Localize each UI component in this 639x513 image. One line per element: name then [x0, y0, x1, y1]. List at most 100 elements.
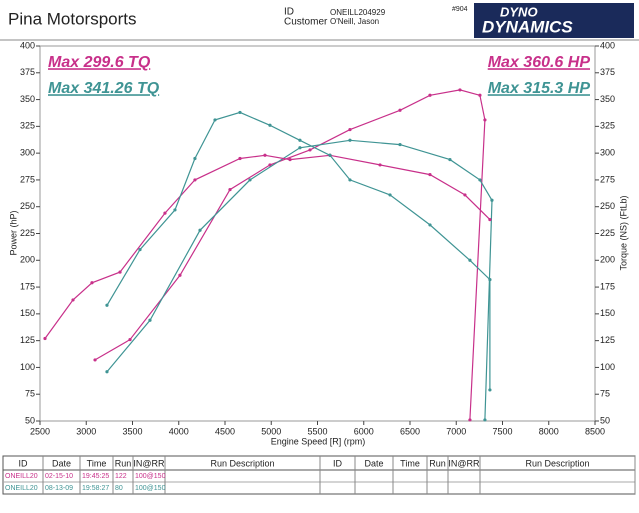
curve-point — [308, 148, 312, 152]
max-annotation: Max 341.26 TQ — [48, 80, 160, 97]
curve-point — [298, 146, 302, 150]
curve-point — [71, 298, 75, 302]
curve-point — [90, 281, 94, 285]
curve-point — [428, 223, 432, 227]
table-header: Date — [52, 458, 71, 468]
curve-point — [105, 370, 109, 374]
x-tick-label: 7500 — [492, 426, 512, 436]
y-tick-label: 75 — [25, 389, 35, 399]
y2-tick-label: 350 — [600, 94, 615, 104]
curve-point — [268, 123, 272, 127]
table-header: ID — [19, 458, 29, 468]
table-header: Date — [364, 458, 383, 468]
curve-point — [488, 277, 492, 282]
y-tick-label: 125 — [20, 335, 35, 345]
table-header: Run — [429, 458, 446, 468]
table-cell: 122 — [115, 473, 127, 480]
curve-point — [193, 178, 197, 182]
curve-point — [448, 157, 452, 162]
y-tick-label: 300 — [20, 148, 35, 158]
x-tick-label: 2500 — [30, 426, 50, 436]
curve-point — [490, 198, 494, 202]
curve-point — [228, 187, 232, 192]
x-tick-label: 5500 — [307, 426, 327, 436]
y2-tick-label: 325 — [600, 121, 615, 131]
id-label: ID — [284, 7, 294, 18]
y-tick-label: 400 — [20, 40, 35, 50]
curve-point — [398, 142, 402, 147]
table-cell: 02-15-10 — [45, 473, 73, 480]
curve-point — [43, 336, 47, 341]
y-tick-label: 100 — [20, 362, 35, 372]
y2-tick-label: 300 — [600, 148, 615, 158]
table-header: ID — [333, 458, 343, 468]
curve-point — [288, 157, 292, 162]
curve-point — [348, 127, 352, 132]
table-header: Run Description — [210, 458, 274, 468]
curve-point — [488, 388, 492, 392]
y-tick-label: 375 — [20, 67, 35, 77]
curve-point — [398, 108, 402, 112]
x-axis-title: Engine Speed [R] (rpm) — [271, 436, 366, 446]
logo-top: DYNO — [500, 4, 538, 19]
table-cell: 80 — [115, 485, 123, 492]
table-header: IN@RR — [448, 458, 480, 468]
curve-point — [128, 337, 132, 342]
y-tick-label: 325 — [20, 121, 35, 131]
curve-point — [213, 118, 217, 122]
y2-tick-label: 250 — [600, 201, 615, 211]
curve-point — [478, 178, 482, 182]
y-tick-label: 250 — [20, 201, 35, 211]
y-tick-label: 200 — [20, 255, 35, 265]
table-header: Time — [87, 458, 107, 468]
max-annotation: Max 360.6 HP — [488, 54, 591, 71]
x-tick-label: 3500 — [122, 426, 142, 436]
table-cell: 19:45:25 — [82, 473, 109, 480]
curve-point — [468, 418, 472, 422]
curve-point — [378, 163, 382, 167]
id-value: ONEILL204929 — [330, 8, 386, 17]
x-tick-label: 6000 — [354, 426, 374, 436]
sheet-number: #904 — [452, 6, 468, 13]
power-torque-curve — [44, 154, 491, 339]
customer-value: O'Neill, Jason — [330, 17, 379, 26]
curve-point — [248, 178, 252, 182]
x-tick-label: 5000 — [261, 426, 281, 436]
y2-tick-label: 400 — [600, 40, 615, 50]
curve-point — [238, 156, 242, 161]
curve-point — [178, 273, 182, 277]
curve-point — [468, 258, 472, 262]
max-annotation: Max 299.6 TQ — [48, 54, 151, 71]
curve-point — [198, 228, 202, 232]
logo-bottom: DYNAMICS — [482, 17, 573, 36]
x-tick-label: 4000 — [169, 426, 189, 436]
table-cell: 100@150 — [135, 485, 166, 492]
curve-point — [458, 88, 462, 92]
curve-point — [163, 211, 167, 215]
y2-tick-label: 125 — [600, 335, 615, 345]
table-cell: ONEILL20 — [5, 473, 38, 480]
curve-point — [478, 93, 482, 97]
y2-tick-label: 100 — [600, 362, 615, 372]
y2-tick-label: 275 — [600, 174, 615, 184]
y-tick-label: 225 — [20, 228, 35, 238]
curve-point — [463, 193, 467, 197]
curve-point — [298, 138, 302, 142]
x-tick-label: 7000 — [446, 426, 466, 436]
curve-point — [138, 247, 142, 252]
table-cell: 100@150 — [135, 473, 166, 480]
x-tick-label: 3000 — [76, 426, 96, 436]
curve-point — [118, 270, 122, 274]
table-header: Time — [400, 458, 420, 468]
y2-tick-label: 50 — [600, 415, 610, 425]
curve-point — [428, 172, 432, 177]
curve-point — [483, 118, 487, 122]
curve-point — [93, 358, 97, 362]
x-tick-label: 8500 — [585, 426, 605, 436]
table-header: Run — [115, 458, 132, 468]
table-cell: 19:58:27 — [82, 485, 109, 492]
curve-point — [388, 193, 392, 197]
y-axis-title: Power (hP) — [8, 210, 18, 255]
x-tick-label: 8000 — [539, 426, 559, 436]
